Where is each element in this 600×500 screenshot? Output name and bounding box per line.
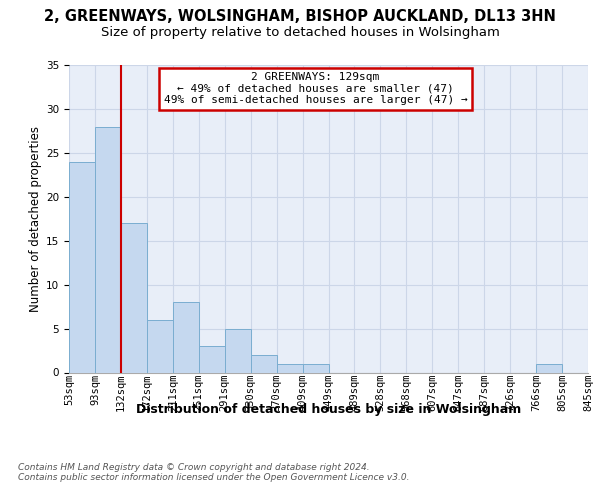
Text: 2, GREENWAYS, WOLSINGHAM, BISHOP AUCKLAND, DL13 3HN: 2, GREENWAYS, WOLSINGHAM, BISHOP AUCKLAN…: [44, 9, 556, 24]
Bar: [536, 364, 562, 372]
Bar: [147, 320, 173, 372]
Bar: [277, 364, 302, 372]
Text: Size of property relative to detached houses in Wolsingham: Size of property relative to detached ho…: [101, 26, 499, 39]
Bar: [121, 223, 147, 372]
Text: Distribution of detached houses by size in Wolsingham: Distribution of detached houses by size …: [136, 402, 521, 415]
Text: 2 GREENWAYS: 129sqm
← 49% of detached houses are smaller (47)
49% of semi-detach: 2 GREENWAYS: 129sqm ← 49% of detached ho…: [164, 72, 467, 105]
Bar: [302, 364, 329, 372]
Bar: [95, 126, 121, 372]
Text: Contains HM Land Registry data © Crown copyright and database right 2024.
Contai: Contains HM Land Registry data © Crown c…: [18, 462, 409, 482]
Bar: [173, 302, 199, 372]
Bar: [69, 162, 95, 372]
Bar: [199, 346, 224, 372]
Y-axis label: Number of detached properties: Number of detached properties: [29, 126, 42, 312]
Bar: [251, 355, 277, 372]
Bar: [225, 328, 251, 372]
